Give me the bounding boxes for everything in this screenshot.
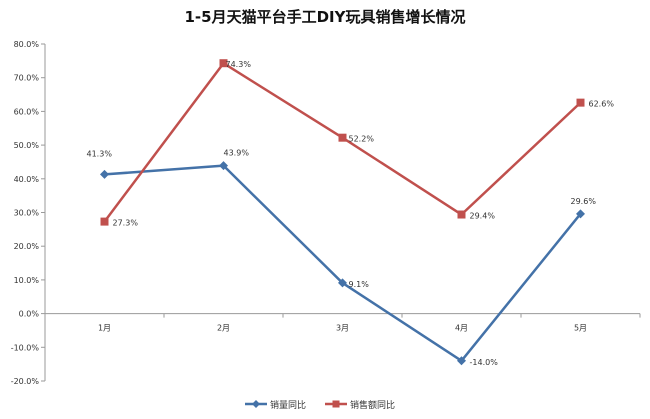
data-label: 29.4% xyxy=(470,212,496,221)
y-tick-label: 80.0% xyxy=(14,40,40,49)
chart-axes: 80.0% 70.0% 60.0% 50.0% 40.0% 30.0% 20.0% 10.0%… xyxy=(11,40,641,386)
legend-marker xyxy=(332,400,340,408)
y-tick-label: -10.0% xyxy=(11,343,40,352)
data-point-marker xyxy=(457,356,466,366)
data-point-marker xyxy=(338,133,347,142)
data-label: 52.2% xyxy=(349,135,375,144)
data-label: 29.6% xyxy=(571,197,597,206)
chart-title: 1-5月天猫平台手工DIY玩具销售增长情况 xyxy=(184,8,466,26)
legend-label: 销售额同比 xyxy=(350,399,395,411)
x-tick-label: 3月 xyxy=(336,324,349,333)
y-tick-label: 30.0% xyxy=(14,209,40,218)
data-label: 62.6% xyxy=(589,100,615,109)
legend-label: 销量同比 xyxy=(270,399,306,411)
y-tick-label: 40.0% xyxy=(14,175,40,184)
data-point-marker xyxy=(576,98,585,107)
data-point-marker xyxy=(219,161,228,171)
data-label: 9.1% xyxy=(349,280,370,289)
data-point-marker xyxy=(457,210,466,219)
series-layer xyxy=(100,59,585,366)
y-tick-label: 10.0% xyxy=(14,276,40,285)
y-tick-label: 20.0% xyxy=(14,242,40,251)
data-labels-layer: 41.3% 43.9% 9.1% -14.0% 29.6% 27.3% 74.3% 52.2%… xyxy=(87,60,615,367)
x-tick-label: 4月 xyxy=(455,324,468,333)
data-point-marker xyxy=(219,59,228,68)
data-label: 27.3% xyxy=(113,219,139,228)
legend: 销量同比 销售额同比 xyxy=(245,399,395,411)
y-tick-label: 0.0% xyxy=(19,310,40,319)
data-label: -14.0% xyxy=(470,358,499,367)
data-point-marker xyxy=(100,217,109,226)
data-point-marker xyxy=(338,278,347,288)
x-tick-label: 1月 xyxy=(98,324,111,333)
y-tick-label: 50.0% xyxy=(14,141,40,150)
y-tick-label: 60.0% xyxy=(14,107,40,116)
data-label: 74.3% xyxy=(226,60,252,69)
data-point-marker xyxy=(576,209,585,219)
y-tick-label: -20.0% xyxy=(11,377,40,386)
legend-marker xyxy=(252,400,260,408)
data-point-marker xyxy=(100,169,109,179)
x-tick-label: 5月 xyxy=(574,324,587,333)
data-label: 43.9% xyxy=(224,149,250,158)
series-line xyxy=(103,61,582,223)
data-label: 41.3% xyxy=(87,149,113,158)
y-tick-label: 70.0% xyxy=(14,74,40,83)
x-tick-label: 2月 xyxy=(217,324,230,333)
